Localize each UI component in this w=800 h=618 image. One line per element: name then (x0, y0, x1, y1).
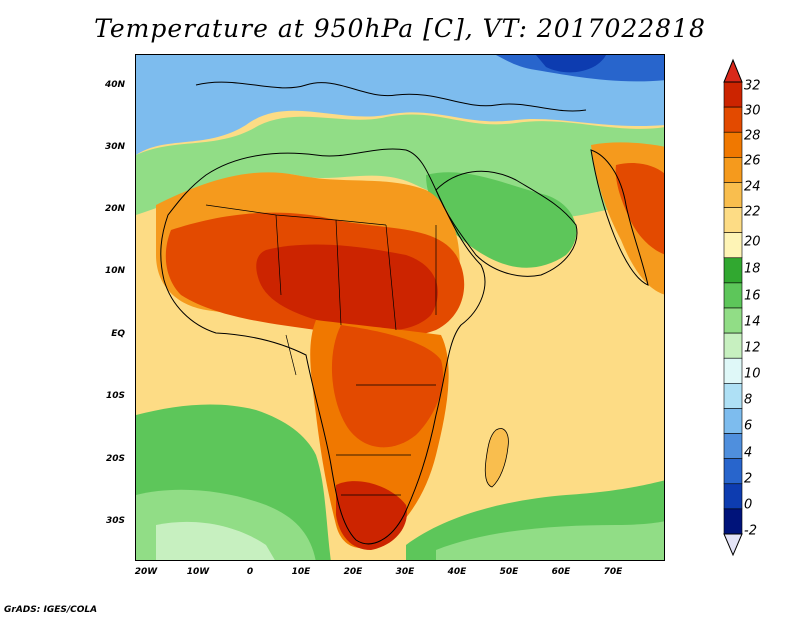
lat-label-eq: EQ (111, 329, 125, 339)
very-dark-blue-spot (536, 55, 606, 73)
colorbar-label: 6 (744, 418, 753, 434)
lat-label-10n: 10N (104, 266, 125, 276)
country-borders (205, 204, 437, 496)
red-central-africa (331, 325, 444, 448)
colorbar-label: 10 (744, 366, 761, 382)
blue-cold-north (136, 55, 664, 155)
credit-text: GrADS: IGES/COLA (4, 605, 98, 615)
colorbar-top-triangle (723, 58, 743, 83)
lon-label-10w: 10W (186, 567, 210, 577)
colorbar-segment (723, 282, 743, 309)
colorbar-label: 12 (744, 340, 761, 356)
lat-label-30s: 30S (105, 516, 125, 526)
colorbar-label: 32 (744, 78, 761, 94)
lat-label-20n: 20N (104, 204, 125, 214)
colorbar-label: 28 (744, 128, 761, 144)
india-coastline (590, 149, 649, 286)
colorbar-segment (723, 257, 743, 284)
colorbar-segment (723, 383, 743, 409)
lon-label-50e: 50E (499, 567, 519, 577)
colorbar-segment (723, 458, 743, 485)
colorbar-segment (723, 157, 743, 183)
colorbar-segment (723, 408, 743, 434)
lat-label-10s: 10S (105, 391, 125, 401)
dark-red-core (256, 244, 438, 331)
colorbar-segment (723, 182, 743, 208)
colorbar-segment (723, 307, 743, 334)
red-south-africa (336, 481, 407, 550)
lon-label-20w: 20W (134, 567, 158, 577)
lon-label-20e: 20E (343, 567, 363, 577)
lat-label-30n: 30N (104, 142, 125, 152)
lon-label-60e: 60E (551, 567, 571, 577)
colorbar-segment (723, 81, 743, 108)
colorbar-label: 22 (744, 204, 761, 220)
lon-label-0: 0 (246, 567, 254, 577)
arabia-coastline (435, 170, 578, 277)
colorbar-label: -2 (744, 523, 757, 539)
colorbar-label: 30 (744, 103, 761, 119)
colorbar-label: 18 (744, 261, 761, 277)
colorbar-label: 26 (744, 153, 761, 169)
chart-title: Temperature at 950hPa [C], VT: 201702281… (94, 14, 706, 43)
europe-coastline (195, 81, 587, 112)
colorbar-label: 0 (744, 497, 753, 513)
colorbar-label: 14 (744, 314, 761, 330)
light-green-southeast (436, 521, 664, 560)
colorbar-label: 8 (744, 392, 753, 408)
colorbar-segment (723, 357, 743, 384)
lon-label-70e: 70E (603, 567, 623, 577)
map-panel (135, 54, 665, 561)
madagascar (484, 428, 509, 488)
colorbar-bottom-triangle (723, 533, 743, 557)
lon-label-40e: 40E (447, 567, 467, 577)
colorbar-segment (723, 131, 743, 158)
lat-label-40n: 40N (104, 80, 125, 90)
colorbar-segment (723, 483, 743, 510)
green-arabia (426, 172, 577, 268)
colorbar-label: 2 (744, 471, 753, 487)
colorbar-label: 4 (744, 445, 753, 461)
colorbar-segment (723, 106, 743, 133)
colorbar-label: 16 (744, 288, 761, 304)
colorbar-segment (723, 433, 743, 459)
colorbar-segment (723, 207, 743, 233)
lon-label-30e: 30E (395, 567, 415, 577)
pale-southwest (156, 521, 275, 560)
lat-label-20s: 20S (105, 454, 125, 464)
red-india (615, 163, 664, 255)
colorbar-segment (723, 232, 743, 259)
colorbar-segment (723, 332, 743, 359)
colorbar-segment (723, 508, 743, 535)
colorbar-label: 20 (744, 234, 761, 250)
colorbar (723, 58, 743, 557)
africa-coastline (160, 148, 486, 545)
colorbar-label: 24 (744, 179, 761, 195)
lon-label-10e: 10E (291, 567, 311, 577)
temperature-map (136, 55, 664, 560)
